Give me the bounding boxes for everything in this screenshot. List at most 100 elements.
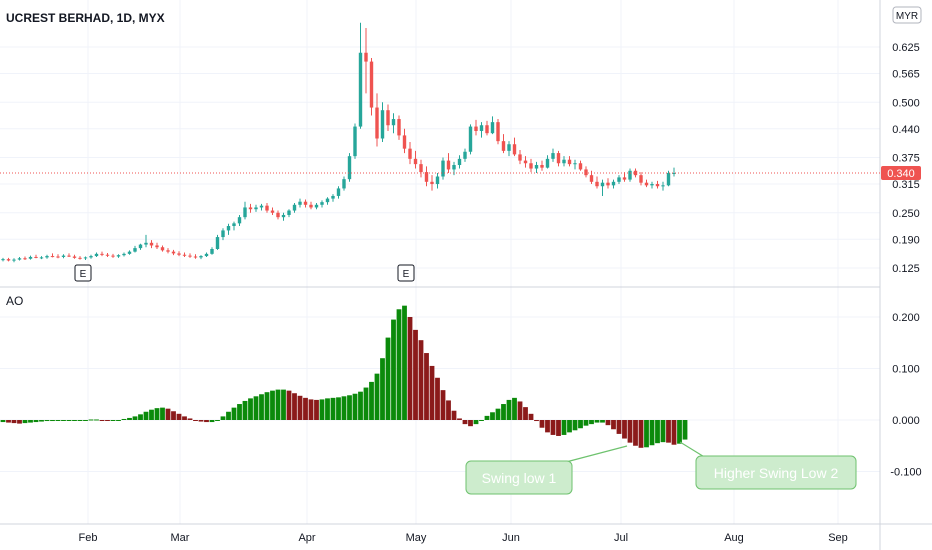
- price-tick-label: 0.500: [892, 97, 920, 109]
- ao-bar: [275, 389, 281, 420]
- ao-bar: [391, 319, 396, 420]
- candle-body: [573, 163, 577, 165]
- candle-body: [56, 256, 60, 258]
- earnings-marker[interactable]: E: [397, 264, 415, 282]
- ao-bar: [286, 390, 292, 420]
- ao-bar: [512, 397, 517, 420]
- ao-bar: [171, 411, 176, 420]
- candle: [375, 93, 379, 147]
- candle: [540, 160, 544, 171]
- candle-body: [298, 201, 302, 205]
- candle-body: [210, 248, 214, 254]
- ao-pane[interactable]: [0, 305, 688, 448]
- candle: [39, 256, 44, 260]
- candle: [358, 22, 363, 129]
- ao-bar: [677, 420, 682, 444]
- candle-body: [386, 110, 390, 126]
- ao-bar: [138, 414, 143, 420]
- candle-body: [270, 210, 275, 213]
- ao-bar: [226, 411, 231, 420]
- candle-body: [1, 259, 5, 261]
- candle-body: [589, 175, 594, 182]
- candle: [468, 124, 473, 155]
- candle-body: [655, 184, 660, 187]
- ao-tick-label: -0.100: [890, 467, 921, 479]
- candle: [155, 242, 159, 249]
- candle-body: [133, 248, 137, 252]
- callout-swing-low-1[interactable]: Swing low 1: [465, 445, 628, 495]
- ao-bar: [77, 420, 83, 421]
- candle-body: [226, 226, 231, 231]
- candles: [1, 22, 676, 263]
- candle: [639, 172, 643, 186]
- candle: [463, 148, 467, 162]
- candle: [347, 153, 352, 182]
- price-tick-label: 0.315: [892, 179, 920, 191]
- candle-body: [160, 247, 165, 251]
- price-axis[interactable]: 0.625 0.565 0.500 0.440 0.375 0.315 0.250 0.190…: [892, 42, 920, 275]
- ao-bar: [6, 420, 11, 423]
- time-axis[interactable]: Feb Mar Apr May Jun Jul Aug Sep: [79, 532, 848, 544]
- price-tick-label: 0.625: [892, 42, 920, 54]
- ao-bar: [429, 365, 435, 420]
- ao-bar: [594, 420, 600, 423]
- candle: [309, 201, 313, 210]
- candle-body: [221, 230, 225, 238]
- ao-bar: [528, 413, 534, 420]
- candle-body: [600, 182, 605, 187]
- candle-body: [149, 242, 154, 246]
- ao-bar: [589, 420, 594, 425]
- candle-body: [490, 122, 495, 134]
- candle-body: [446, 160, 451, 170]
- candle-body: [215, 237, 220, 249]
- earnings-marker[interactable]: E: [74, 264, 92, 282]
- candle-body: [518, 154, 522, 161]
- ao-bar: [237, 404, 242, 420]
- candle: [633, 168, 638, 178]
- ao-bar: [0, 420, 6, 423]
- candle-body: [193, 256, 198, 258]
- candle-body: [342, 179, 346, 189]
- candle-body: [375, 107, 379, 139]
- candle: [100, 251, 104, 257]
- candle-body: [435, 176, 440, 185]
- ao-bar: [253, 396, 259, 420]
- ao-bar: [66, 420, 72, 421]
- candle: [193, 254, 198, 259]
- ao-bar: [363, 387, 369, 420]
- candle-body: [39, 257, 44, 259]
- price-tick-label: 0.375: [892, 153, 920, 165]
- candle: [116, 254, 121, 258]
- callout-higher-swing-low-2[interactable]: Higher Swing Low 2: [679, 441, 857, 490]
- ao-bar: [473, 420, 479, 425]
- ao-bar: [11, 420, 17, 424]
- currency-badge[interactable]: MYR: [892, 6, 922, 24]
- ao-bar: [495, 408, 501, 420]
- candle: [254, 204, 258, 212]
- ao-bar: [193, 420, 198, 421]
- ao-bar: [561, 420, 567, 435]
- candle: [56, 254, 60, 259]
- candle: [397, 115, 401, 140]
- ao-bar: [160, 407, 165, 420]
- candle: [512, 137, 517, 157]
- candle-body: [468, 126, 473, 152]
- ao-bar: [556, 420, 561, 436]
- candle-body: [83, 257, 88, 259]
- candle-body: [45, 256, 49, 258]
- candle: [12, 258, 16, 263]
- ao-axis[interactable]: 0.200 0.100 0.000 -0.100: [890, 312, 921, 479]
- ao-bar: [605, 420, 611, 426]
- candle-body: [578, 163, 583, 170]
- ao-bar: [110, 420, 116, 421]
- price-pane[interactable]: [1, 22, 676, 263]
- last-price-tag: 0.340: [881, 165, 921, 180]
- candle-body: [34, 256, 38, 258]
- ao-bar: [303, 397, 308, 420]
- candle: [182, 252, 187, 257]
- ao-bar: [440, 390, 446, 420]
- candle: [545, 155, 550, 169]
- ao-bar: [116, 420, 121, 421]
- ao-bar: [314, 399, 319, 420]
- candle-body: [232, 223, 236, 227]
